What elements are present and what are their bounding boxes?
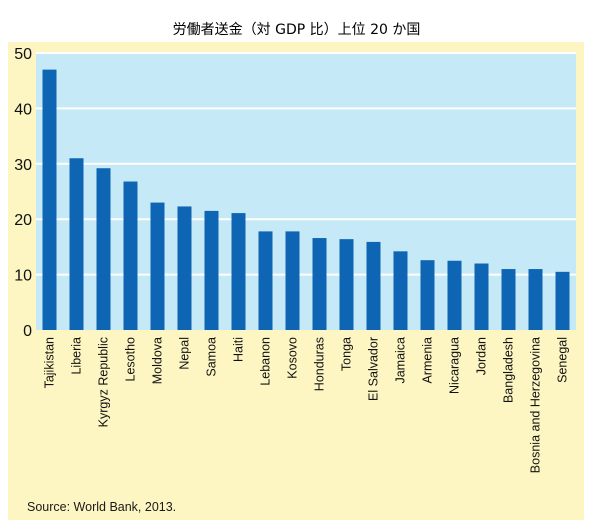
chart-title: 労働者送金（対 GDP 比）上位 20 か国 [172,22,421,38]
x-tick-label: Samoa [205,337,219,377]
bar [555,271,570,330]
x-tick-label: Kyrgyz Republic [97,337,111,427]
y-tick-labels: 0 10 20 30 40 50 [14,46,32,340]
x-tick-label: Liberia [70,337,84,375]
bar [96,168,111,330]
x-tick-label: Tajikistan [43,337,57,388]
source-note: Source: World Bank, 2013. [27,500,177,514]
x-tick-label: Bangladesh [502,337,516,403]
x-tick-label: Lebanon [259,337,273,386]
x-tick-label: El Salvador [367,337,381,401]
bar [366,241,381,330]
y-tick-label: 10 [14,268,32,285]
x-tick-label: Nicaragua [448,337,462,394]
bar [528,269,543,330]
bar [231,213,246,330]
y-tick-label: 40 [14,101,32,118]
bar [258,231,273,330]
bar [420,260,435,330]
x-tick-label: Senegal [556,337,570,383]
x-tick-label: Jamaica [394,337,408,384]
bar [42,69,57,331]
x-tick-label: Nepal [178,337,192,370]
bar [501,269,516,330]
x-tick-labels: Tajikistan Liberia Kyrgyz Republic Lesotho M… [43,337,570,473]
bar [204,210,219,330]
bar [393,251,408,330]
bar [474,263,489,330]
y-tick-label: 0 [23,323,32,340]
x-tick-label: Bosnia and Herzegovina [529,337,543,473]
x-tick-label: Kosovo [286,337,300,379]
x-tick-label: Honduras [313,337,327,391]
bar [339,239,354,330]
bar [150,202,165,330]
bar [123,181,138,330]
plot-area [36,53,576,330]
x-tick-label: Moldova [151,337,165,384]
bar [69,158,84,330]
bar [312,238,327,330]
y-tick-label: 50 [14,46,32,63]
bar [177,206,192,330]
x-tick-label: Lesotho [124,337,138,382]
x-tick-label: Armenia [421,337,435,384]
bars [42,69,570,331]
y-tick-label: 30 [14,157,32,174]
x-tick-label: Tonga [340,337,354,371]
bar [285,231,300,330]
bar [447,260,462,330]
x-tick-label: Jordan [475,337,489,375]
x-tick-label: Haiti [232,337,246,362]
y-tick-label: 20 [14,212,32,229]
